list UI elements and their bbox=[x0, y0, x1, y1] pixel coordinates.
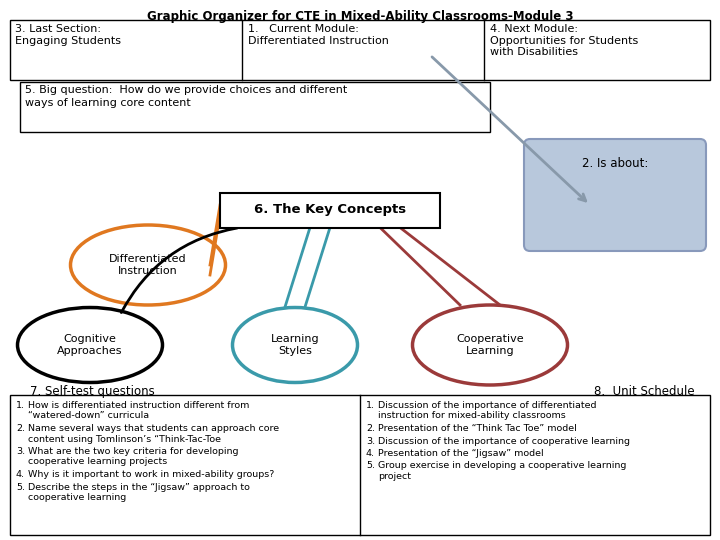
Text: 1.   Current Module:
Differentiated Instruction: 1. Current Module: Differentiated Instru… bbox=[248, 24, 389, 45]
Text: 3.: 3. bbox=[16, 447, 25, 456]
Text: 2. Is about:: 2. Is about: bbox=[582, 157, 648, 170]
Text: Differentiated
Instruction: Differentiated Instruction bbox=[109, 254, 186, 276]
Text: cooperative learning: cooperative learning bbox=[28, 493, 126, 502]
Text: 6. The Key Concepts: 6. The Key Concepts bbox=[254, 204, 406, 217]
Text: 4.: 4. bbox=[16, 470, 25, 479]
FancyBboxPatch shape bbox=[20, 82, 490, 132]
Text: 3.: 3. bbox=[366, 436, 375, 446]
Text: 1.: 1. bbox=[16, 401, 25, 410]
Text: Describe the steps in the “Jigsaw” approach to: Describe the steps in the “Jigsaw” appro… bbox=[28, 483, 250, 491]
FancyBboxPatch shape bbox=[10, 395, 710, 535]
Text: Cognitive
Approaches: Cognitive Approaches bbox=[58, 334, 122, 356]
Text: Cooperative
Learning: Cooperative Learning bbox=[456, 334, 524, 356]
Text: 5. Big question:  How do we provide choices and different
ways of learning core : 5. Big question: How do we provide choic… bbox=[25, 85, 347, 108]
Text: 8.  Unit Schedule: 8. Unit Schedule bbox=[595, 385, 695, 398]
Text: 5.: 5. bbox=[366, 462, 375, 470]
Text: 1.: 1. bbox=[366, 401, 375, 410]
Text: Group exercise in developing a cooperative learning: Group exercise in developing a cooperati… bbox=[378, 462, 626, 470]
Text: How is differentiated instruction different from: How is differentiated instruction differ… bbox=[28, 401, 249, 410]
Text: 7. Self-test questions: 7. Self-test questions bbox=[30, 385, 155, 398]
Text: Graphic Organizer for CTE in Mixed-Ability Classrooms-Module 3: Graphic Organizer for CTE in Mixed-Abili… bbox=[147, 10, 573, 23]
Text: project: project bbox=[378, 472, 411, 481]
Text: 2.: 2. bbox=[366, 424, 375, 433]
Text: instruction for mixed-ability classrooms: instruction for mixed-ability classrooms bbox=[378, 411, 566, 421]
FancyBboxPatch shape bbox=[10, 20, 710, 80]
Text: Discussion of the importance of cooperative learning: Discussion of the importance of cooperat… bbox=[378, 436, 630, 446]
Text: Why is it important to work in mixed-ability groups?: Why is it important to work in mixed-abi… bbox=[28, 470, 274, 479]
Text: What are the two key criteria for developing: What are the two key criteria for develo… bbox=[28, 447, 238, 456]
Text: content using Tomlinson’s “Think-Tac-Toe: content using Tomlinson’s “Think-Tac-Toe bbox=[28, 435, 221, 443]
Text: 3. Last Section:
Engaging Students: 3. Last Section: Engaging Students bbox=[15, 24, 121, 45]
Text: Learning
Styles: Learning Styles bbox=[271, 334, 319, 356]
Text: Presentation of the “Jigsaw” model: Presentation of the “Jigsaw” model bbox=[378, 449, 544, 458]
Text: 4. Next Module:
Opportunities for Students
with Disabilities: 4. Next Module: Opportunities for Studen… bbox=[490, 24, 638, 57]
Text: 5.: 5. bbox=[16, 483, 25, 491]
Text: Name several ways that students can approach core: Name several ways that students can appr… bbox=[28, 424, 279, 433]
FancyBboxPatch shape bbox=[220, 192, 440, 227]
Text: 2.: 2. bbox=[16, 424, 25, 433]
Text: Presentation of the “Think Tac Toe” model: Presentation of the “Think Tac Toe” mode… bbox=[378, 424, 577, 433]
FancyBboxPatch shape bbox=[524, 139, 706, 251]
Text: cooperative learning projects: cooperative learning projects bbox=[28, 457, 167, 467]
Text: Discussion of the importance of differentiated: Discussion of the importance of differen… bbox=[378, 401, 596, 410]
Text: “watered-down” curricula: “watered-down” curricula bbox=[28, 411, 149, 421]
Text: 4.: 4. bbox=[366, 449, 375, 458]
